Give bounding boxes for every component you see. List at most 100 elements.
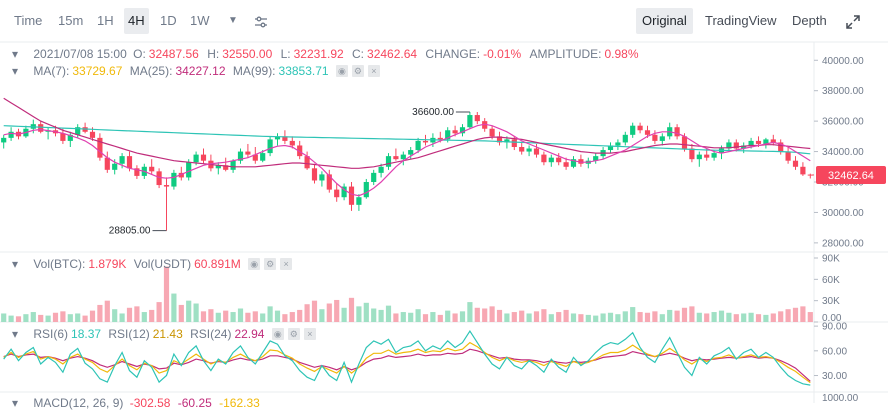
candle-body	[763, 139, 769, 144]
volume-bar	[371, 308, 377, 322]
volume-bar	[504, 313, 510, 322]
ma7-line	[3, 123, 811, 197]
close-icon[interactable]: ×	[367, 64, 380, 77]
candle-body	[556, 157, 562, 163]
collapse-chevron-icon[interactable]: ▾	[11, 327, 19, 341]
volume-bar	[326, 303, 332, 322]
view-tradingview[interactable]: TradingView	[705, 13, 777, 28]
volume-bar	[570, 313, 577, 322]
volume-bar	[430, 312, 436, 322]
ohlc-legend: ▾ 2021/07/08 15:00 O: 32487.56 H: 32550.00…	[0, 46, 639, 62]
change-value: -0.01%	[483, 47, 522, 61]
volume-bar	[622, 311, 628, 322]
settings-gear-icon[interactable]: ⚙	[351, 64, 364, 77]
close-icon[interactable]: ×	[303, 327, 316, 340]
volume-bar	[400, 312, 406, 322]
volume-bar	[770, 313, 776, 322]
interval-time[interactable]: Time	[14, 13, 43, 28]
volume-bar	[311, 300, 318, 322]
volume-bar	[60, 311, 66, 322]
view-original[interactable]: Original	[636, 8, 693, 34]
candle-body	[482, 121, 488, 129]
rsi24-label: RSI(24)	[190, 327, 232, 341]
volume-bar	[800, 306, 806, 322]
settings-gear-icon[interactable]: ⚙	[287, 327, 300, 340]
candle-body	[696, 154, 702, 160]
low-label: L:	[280, 47, 291, 61]
volume-bar	[171, 293, 177, 322]
visibility-eye-icon[interactable]: ◉	[335, 64, 348, 77]
visibility-eye-icon[interactable]: ◉	[248, 257, 261, 270]
candle-body	[67, 134, 73, 141]
candle-body	[607, 145, 614, 151]
candle-body	[785, 151, 791, 161]
candle-body	[800, 166, 806, 175]
rsi6-value: 18.37	[71, 327, 102, 341]
candle-body	[474, 115, 480, 122]
candle-body	[38, 124, 44, 132]
volume-bar	[726, 312, 732, 322]
candle-body	[400, 154, 406, 160]
fullscreen-expand-icon[interactable]	[842, 8, 864, 34]
interval-4h[interactable]: 4H	[124, 8, 149, 34]
volume-bar	[341, 307, 347, 322]
amplitude-label: AMPLITUDE:	[529, 47, 602, 61]
candle-body	[615, 142, 621, 146]
ma7-label: MA(7):	[33, 64, 70, 78]
volume-bar	[267, 306, 273, 322]
candle-body	[733, 142, 739, 149]
price-axis-label: 28000.00	[822, 238, 864, 249]
volume-bar	[474, 307, 480, 322]
volume-bar	[644, 312, 651, 322]
rsi-axis-label: 60.00	[822, 346, 847, 357]
candle-body	[504, 139, 510, 143]
close-icon[interactable]: ×	[280, 257, 293, 270]
volume-bar	[356, 306, 362, 322]
candle-body	[289, 140, 295, 146]
candle-body	[422, 140, 429, 143]
volume-bar	[533, 311, 540, 322]
rsi6-line	[3, 329, 811, 386]
candle-body	[75, 127, 81, 135]
rsi12-label: RSI(12)	[108, 327, 150, 341]
volume-bar	[378, 309, 384, 322]
volume-bar	[97, 304, 103, 322]
visibility-eye-icon[interactable]: ◉	[271, 327, 284, 340]
high-value: 32550.00	[222, 47, 273, 61]
candle-body	[186, 162, 192, 178]
collapse-chevron-icon[interactable]: ▾	[11, 396, 19, 410]
view-depth[interactable]: Depth	[792, 13, 827, 28]
high-annotation: 36600.00	[412, 107, 454, 118]
collapse-chevron-icon[interactable]: ▾	[11, 257, 19, 271]
candle-body	[260, 153, 266, 161]
candle-body	[519, 147, 525, 152]
more-intervals-chevron-down-icon[interactable]: ▼	[228, 15, 238, 26]
candle-body	[570, 159, 577, 167]
candle-body	[223, 165, 229, 170]
interval-1w[interactable]: 1W	[190, 13, 210, 28]
volume-bar	[385, 305, 392, 322]
rsi6-label: RSI(6)	[33, 327, 69, 341]
ma7-value: 33729.67	[72, 64, 123, 78]
interval-15m[interactable]: 15m	[58, 13, 84, 28]
volume-bar	[45, 315, 51, 322]
interval-1d[interactable]: 1D	[160, 13, 177, 28]
candle-body	[578, 159, 584, 164]
candle-body	[378, 166, 384, 173]
rsi24-line	[3, 348, 811, 382]
settings-gear-icon[interactable]: ⚙	[264, 257, 277, 270]
candle-body	[541, 154, 547, 163]
candle-body	[689, 148, 695, 160]
volume-bar	[304, 304, 310, 322]
volume-bar	[467, 302, 473, 322]
candle-body	[385, 156, 392, 167]
interval-1h[interactable]: 1H	[97, 13, 114, 28]
volume-bar	[741, 313, 747, 322]
candle-body	[334, 189, 340, 198]
indicator-settings-icon[interactable]	[250, 8, 272, 34]
volume-bar	[578, 314, 584, 322]
candle-body	[415, 140, 421, 151]
collapse-chevron-icon[interactable]: ▾	[11, 64, 19, 78]
collapse-chevron-icon[interactable]: ▾	[11, 47, 19, 61]
